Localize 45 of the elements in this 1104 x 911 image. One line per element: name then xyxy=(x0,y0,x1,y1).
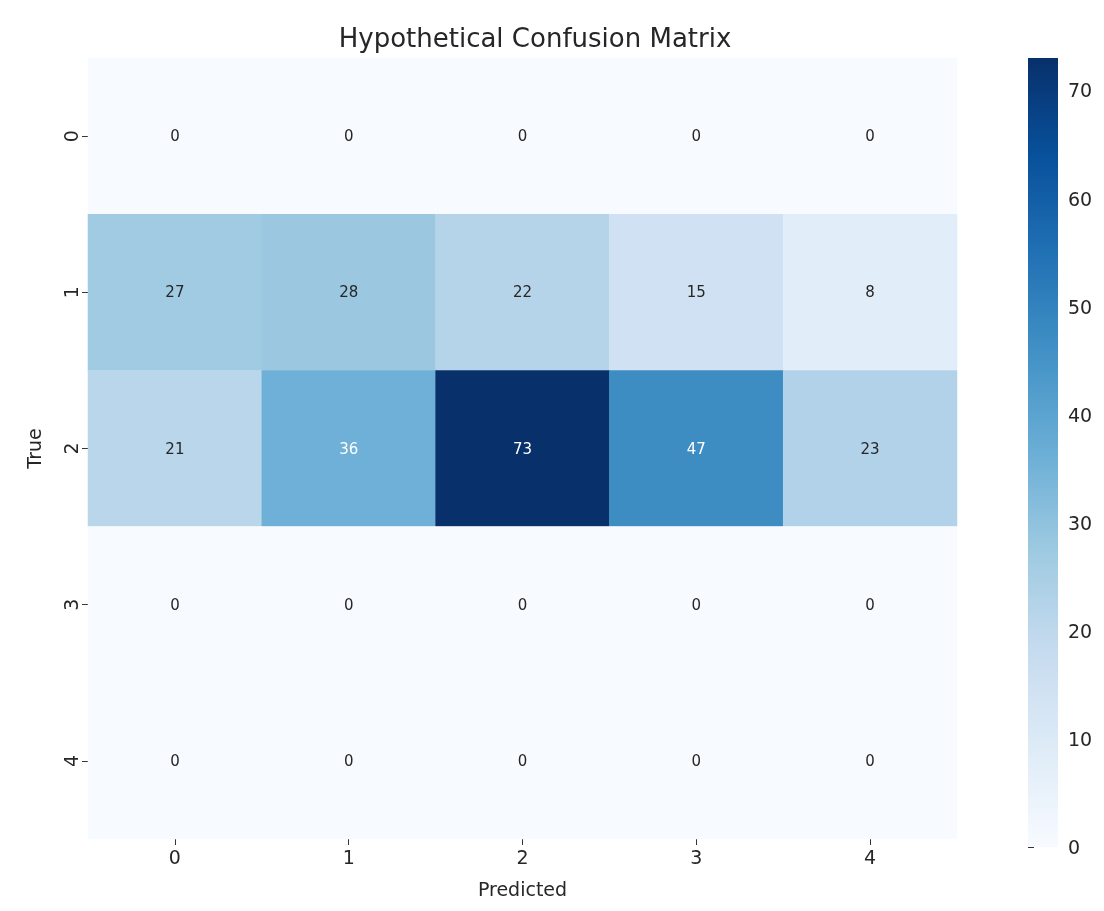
y-tick-label: 3 xyxy=(59,598,82,611)
data-label: 15 xyxy=(686,283,706,302)
data-label: 0 xyxy=(343,751,354,770)
data-label: 0 xyxy=(343,127,354,146)
data-label: 36 xyxy=(339,439,359,458)
data-label: 0 xyxy=(170,595,180,614)
x-tick-label: 0 xyxy=(168,845,181,868)
data-label: 0 xyxy=(691,595,702,614)
y-axis-title: True xyxy=(22,428,45,470)
data-label: 0 xyxy=(170,751,180,770)
data-label: 73 xyxy=(512,439,533,458)
data-label: 28 xyxy=(339,283,359,302)
y-tick-label: 4 xyxy=(59,754,82,767)
data-label: 0 xyxy=(865,751,875,770)
color-bar-label: 50 xyxy=(1068,295,1093,318)
data-label: 0 xyxy=(170,127,180,146)
data-label: 0 xyxy=(691,127,702,146)
x-axis-title: Predicted xyxy=(477,877,568,900)
chart-title: Hypothetical Confusion Matrix xyxy=(338,23,732,53)
color-bar-label: 70 xyxy=(1068,79,1093,102)
color-bar-label: 60 xyxy=(1068,187,1093,210)
color-bar-label: 30 xyxy=(1068,511,1093,534)
data-label: 21 xyxy=(165,439,185,458)
data-label: 0 xyxy=(517,127,528,146)
data-label: 8 xyxy=(865,283,875,302)
data-label: 0 xyxy=(691,751,702,770)
data-label: 23 xyxy=(860,439,880,458)
y-tick-label: 1 xyxy=(59,286,82,299)
x-tick-label: 1 xyxy=(342,845,355,868)
data-label: 0 xyxy=(865,127,875,146)
data-label: 0 xyxy=(517,595,528,614)
color-bar-label: 40 xyxy=(1068,403,1093,426)
data-label: 0 xyxy=(517,751,528,770)
color-bar-label: 20 xyxy=(1068,619,1093,642)
y-tick-label: 0 xyxy=(59,130,82,143)
x-tick-label: 4 xyxy=(864,845,877,868)
data-label: 27 xyxy=(165,283,185,302)
color-bar-label: 10 xyxy=(1068,727,1093,750)
data-label: 22 xyxy=(512,283,533,302)
data-label: 0 xyxy=(343,595,354,614)
data-label: 47 xyxy=(686,439,706,458)
data-label: 0 xyxy=(865,595,875,614)
y-tick-label: 2 xyxy=(59,442,82,455)
x-tick-label: 2 xyxy=(516,845,529,868)
x-tick-label: 3 xyxy=(690,845,703,868)
